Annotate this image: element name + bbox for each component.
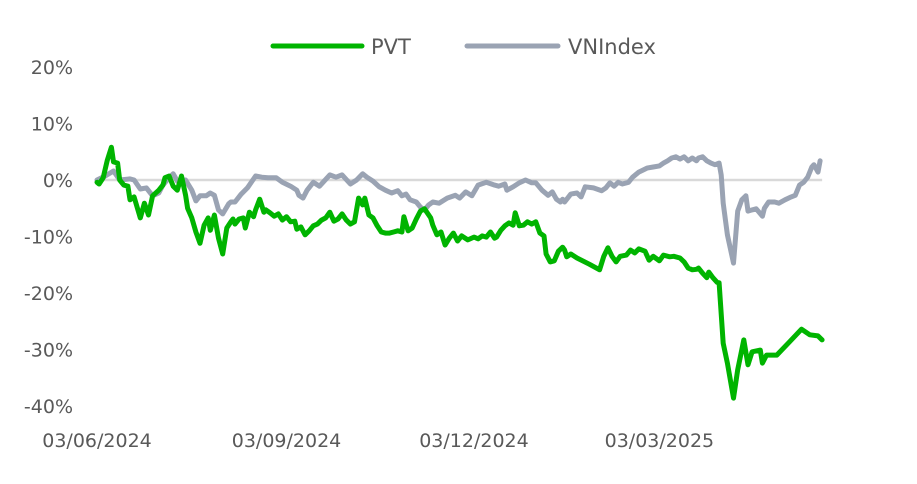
x-tick-label: 03/06/2024 bbox=[42, 430, 152, 452]
y-tick-label: 10% bbox=[31, 114, 73, 136]
x-tick-label: 03/03/2025 bbox=[605, 430, 715, 452]
series-lines bbox=[94, 144, 825, 401]
y-tick-label: -40% bbox=[24, 396, 73, 418]
y-tick-label: -30% bbox=[24, 340, 73, 362]
legend: PVT VNIndex bbox=[270, 35, 656, 59]
series-line-pvt bbox=[94, 144, 825, 401]
y-tick-label: 20% bbox=[31, 57, 73, 79]
y-tick-label: -20% bbox=[24, 283, 73, 305]
legend-label-vnindex: VNIndex bbox=[568, 35, 656, 59]
y-axis-ticks: 20% 10% 0% -10% -20% -30% -40% bbox=[24, 57, 73, 418]
y-tick-label: -10% bbox=[24, 227, 73, 249]
series-line-vnindex bbox=[94, 154, 823, 266]
x-axis-ticks: 03/06/2024 03/09/2024 03/12/2024 03/03/2025 bbox=[42, 430, 714, 452]
legend-label-pvt: PVT bbox=[371, 35, 411, 59]
y-tick-label: 0% bbox=[43, 170, 73, 192]
x-tick-label: 03/09/2024 bbox=[232, 430, 342, 452]
x-tick-label: 03/12/2024 bbox=[419, 430, 529, 452]
